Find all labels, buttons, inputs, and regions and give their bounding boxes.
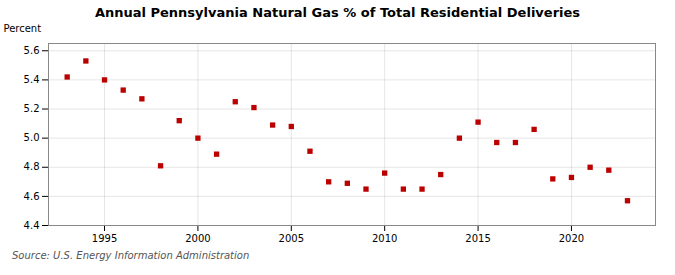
svg-text:5.2: 5.2: [24, 103, 40, 114]
svg-text:5.4: 5.4: [24, 74, 40, 85]
html-text:Annual Pennsylvania Natural Ga: Annual Pennsylvania Natural Gas % of Tot…: [94, 5, 581, 20]
svg-text:Percent: Percent: [4, 23, 42, 34]
svg-text:4.4: 4.4: [24, 220, 40, 231]
svg-text:4.6: 4.6: [24, 191, 40, 202]
svg-text:2005: 2005: [279, 233, 304, 244]
svg-text:2010: 2010: [372, 233, 397, 244]
svg-text:1995: 1995: [92, 233, 117, 244]
svg-text:2020: 2020: [559, 233, 584, 244]
svg-text:4.8: 4.8: [24, 161, 40, 172]
svg-text:2000: 2000: [185, 233, 210, 244]
svg-text:2015: 2015: [465, 233, 490, 244]
svg-text:5.6: 5.6: [24, 45, 40, 56]
svg-text:5.0: 5.0: [24, 132, 40, 143]
html-text:Source: U.S. Energy Informatio: Source: U.S. Energy Information Administ…: [12, 250, 250, 261]
